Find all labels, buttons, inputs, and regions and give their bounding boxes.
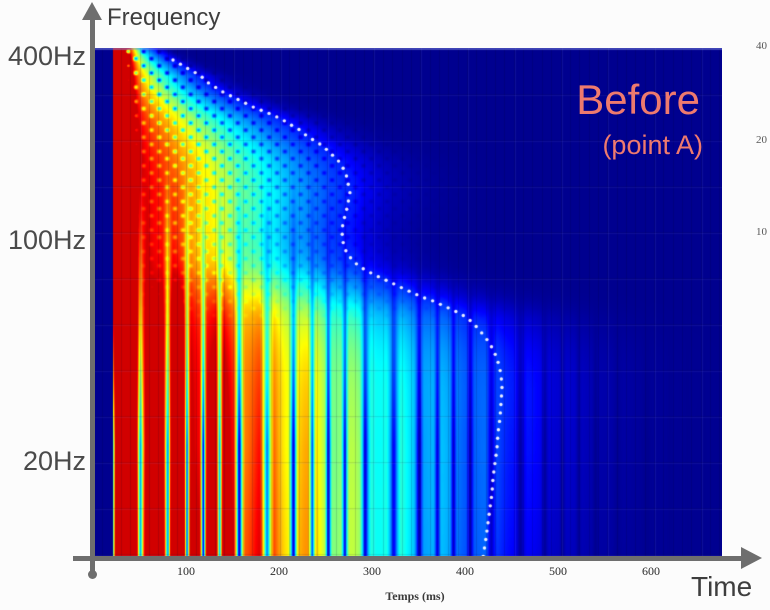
x-axis-title: Time	[691, 571, 753, 602]
x-tick-label: 400	[456, 564, 474, 578]
y-tick-label: 400Hz	[7, 41, 86, 71]
y-axis-arrow-icon	[82, 2, 102, 20]
x-tick-label: 600	[642, 564, 660, 578]
x-tick-label: 100	[177, 564, 195, 578]
y-tick-label: 100Hz	[7, 225, 86, 255]
x-axis-arrow-icon	[741, 547, 762, 569]
y-axis-origin-dot	[88, 570, 97, 579]
y-axis-title: Frequency	[107, 4, 221, 31]
x-axis-line	[73, 556, 743, 561]
annotation-point-a: (point A)	[602, 130, 703, 160]
annotation-before: Before	[576, 76, 700, 123]
x-tick-label: 500	[549, 564, 567, 578]
x-tick-label: 300	[363, 564, 381, 578]
edge-partial-label: 20	[756, 134, 767, 146]
y-axis-line	[90, 18, 95, 576]
y-tick-label: 20Hz	[22, 446, 86, 476]
x-tick-label: 200	[270, 564, 288, 578]
edge-partial-label: 10	[756, 226, 767, 238]
x-axis-unit-label: Temps (ms)	[385, 589, 445, 603]
edge-partial-label: 40	[756, 40, 767, 52]
spectrogram-heatmap	[93, 48, 722, 560]
